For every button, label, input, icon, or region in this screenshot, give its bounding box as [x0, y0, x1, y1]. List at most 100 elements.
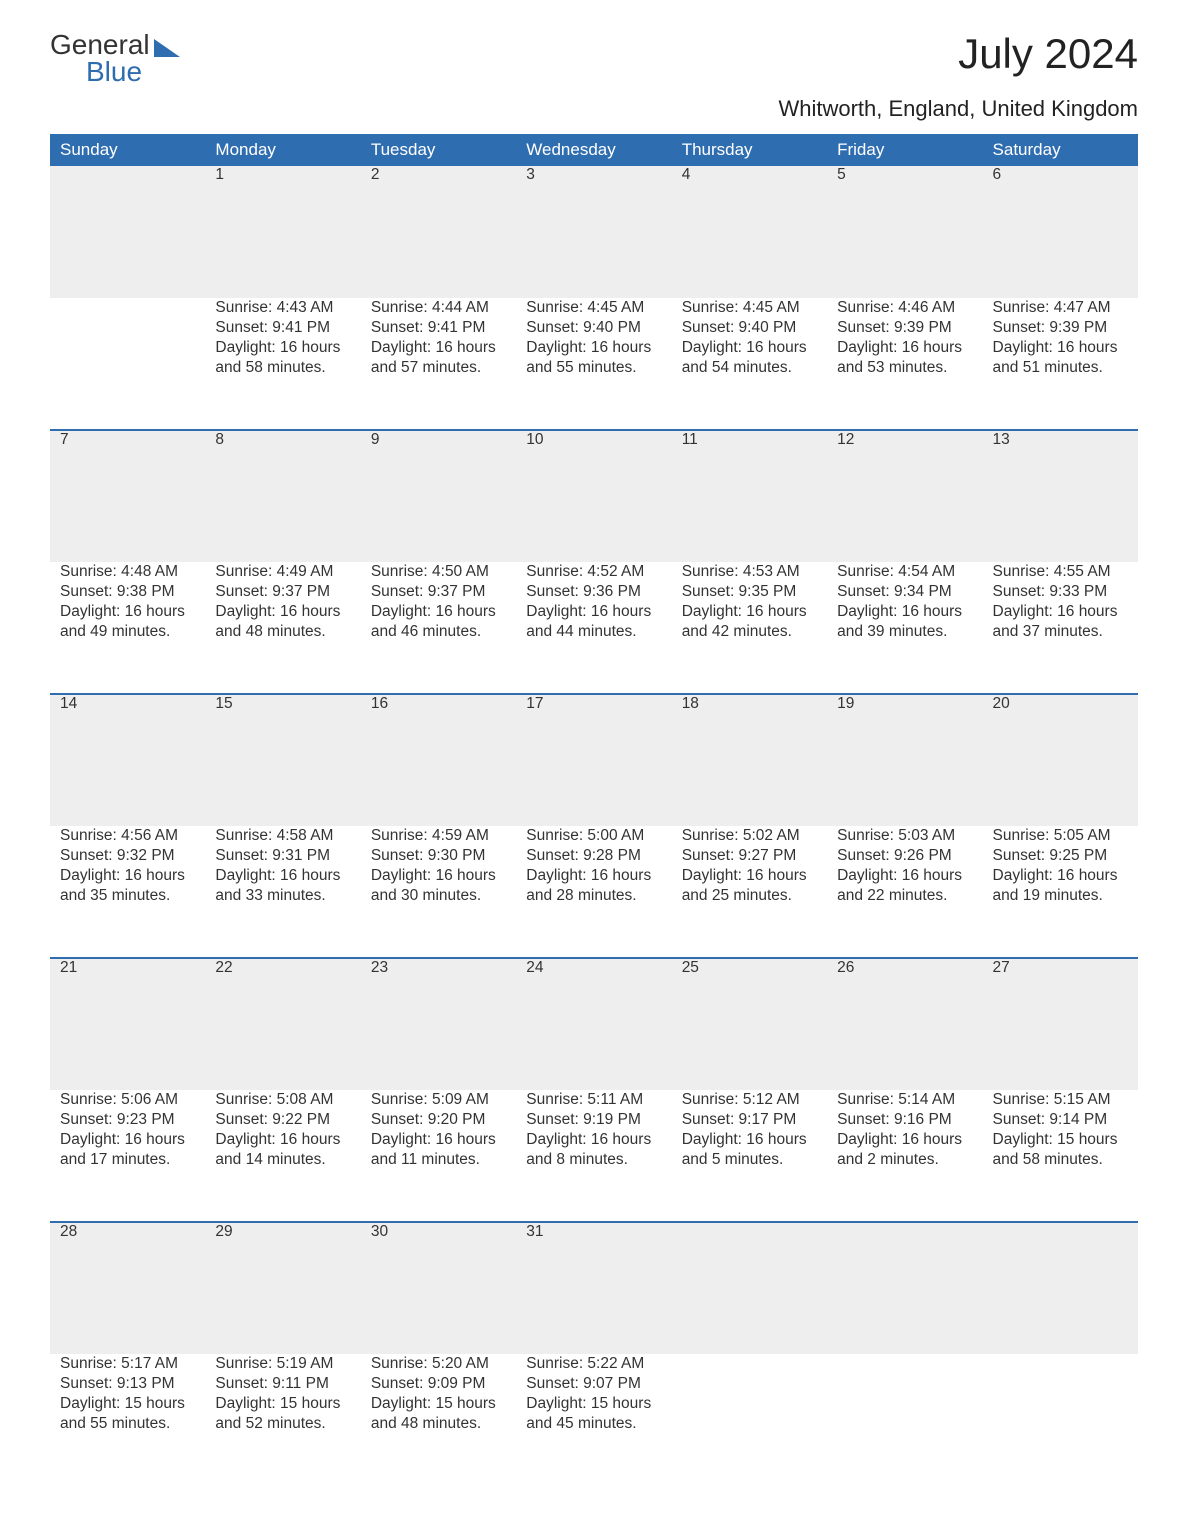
sunset-line: Sunset: 9:13 PM: [60, 1374, 195, 1394]
sunset-line: Sunset: 9:14 PM: [993, 1110, 1128, 1130]
daylight-line: Daylight: 16 hours and 30 minutes.: [371, 866, 506, 906]
daylight-line: Daylight: 15 hours and 55 minutes.: [60, 1394, 195, 1434]
daylight-line: Daylight: 16 hours and 19 minutes.: [993, 866, 1128, 906]
day-number-cell: 19: [827, 694, 982, 826]
sunrise-line: Sunrise: 5:20 AM: [371, 1354, 506, 1374]
sunset-line: Sunset: 9:39 PM: [837, 318, 972, 338]
sunrise-line: Sunrise: 5:15 AM: [993, 1090, 1128, 1110]
day-body-cell: Sunrise: 4:45 AMSunset: 9:40 PMDaylight:…: [516, 298, 671, 430]
day-number-cell: 15: [205, 694, 360, 826]
sunrise-line: Sunrise: 4:53 AM: [682, 562, 817, 582]
daylight-line: Daylight: 16 hours and 42 minutes.: [682, 602, 817, 642]
daylight-line: Daylight: 16 hours and 49 minutes.: [60, 602, 195, 642]
daylight-line: Daylight: 16 hours and 51 minutes.: [993, 338, 1128, 378]
sunrise-line: Sunrise: 5:08 AM: [215, 1090, 350, 1110]
sunrise-line: Sunrise: 4:58 AM: [215, 826, 350, 846]
week-daynum-row: 123456: [50, 166, 1138, 298]
sunset-line: Sunset: 9:41 PM: [215, 318, 350, 338]
daylight-line: Daylight: 16 hours and 37 minutes.: [993, 602, 1128, 642]
day-body-cell: Sunrise: 4:53 AMSunset: 9:35 PMDaylight:…: [672, 562, 827, 694]
sunset-line: Sunset: 9:35 PM: [682, 582, 817, 602]
day-body-cell: Sunrise: 5:06 AMSunset: 9:23 PMDaylight:…: [50, 1090, 205, 1222]
sunset-line: Sunset: 9:11 PM: [215, 1374, 350, 1394]
day-body-cell: Sunrise: 5:15 AMSunset: 9:14 PMDaylight:…: [983, 1090, 1138, 1222]
sunrise-line: Sunrise: 5:17 AM: [60, 1354, 195, 1374]
day-body-cell: Sunrise: 5:09 AMSunset: 9:20 PMDaylight:…: [361, 1090, 516, 1222]
sunset-line: Sunset: 9:34 PM: [837, 582, 972, 602]
day-number-cell: 5: [827, 166, 982, 298]
day-number-cell: 24: [516, 958, 671, 1090]
sunset-line: Sunset: 9:40 PM: [682, 318, 817, 338]
logo: General Blue: [50, 30, 180, 87]
day-body-cell: Sunrise: 5:05 AMSunset: 9:25 PMDaylight:…: [983, 826, 1138, 958]
day-body-cell: Sunrise: 5:08 AMSunset: 9:22 PMDaylight:…: [205, 1090, 360, 1222]
day-number-cell: 30: [361, 1222, 516, 1354]
logo-text-2: Blue: [50, 57, 180, 86]
day-number-cell: 13: [983, 430, 1138, 562]
day-body-cell: [672, 1354, 827, 1486]
day-body-cell: Sunrise: 4:48 AMSunset: 9:38 PMDaylight:…: [50, 562, 205, 694]
day-number-cell: [983, 1222, 1138, 1354]
sunrise-line: Sunrise: 4:55 AM: [993, 562, 1128, 582]
sunrise-line: Sunrise: 4:47 AM: [993, 298, 1128, 318]
page-subtitle: Whitworth, England, United Kingdom: [778, 96, 1138, 122]
day-body-cell: Sunrise: 5:02 AMSunset: 9:27 PMDaylight:…: [672, 826, 827, 958]
day-number-cell: 4: [672, 166, 827, 298]
day-body-cell: Sunrise: 4:56 AMSunset: 9:32 PMDaylight:…: [50, 826, 205, 958]
sunrise-line: Sunrise: 4:56 AM: [60, 826, 195, 846]
daylight-line: Daylight: 16 hours and 5 minutes.: [682, 1130, 817, 1170]
sunset-line: Sunset: 9:16 PM: [837, 1110, 972, 1130]
day-body-cell: Sunrise: 4:43 AMSunset: 9:41 PMDaylight:…: [205, 298, 360, 430]
daylight-line: Daylight: 16 hours and 53 minutes.: [837, 338, 972, 378]
sunrise-line: Sunrise: 5:14 AM: [837, 1090, 972, 1110]
day-number-cell: 18: [672, 694, 827, 826]
week-daynum-row: 21222324252627: [50, 958, 1138, 1090]
daylight-line: Daylight: 16 hours and 58 minutes.: [215, 338, 350, 378]
calendar-table: Sunday Monday Tuesday Wednesday Thursday…: [50, 134, 1138, 1486]
sunrise-line: Sunrise: 5:09 AM: [371, 1090, 506, 1110]
daylight-line: Daylight: 16 hours and 11 minutes.: [371, 1130, 506, 1170]
sunset-line: Sunset: 9:26 PM: [837, 846, 972, 866]
sunrise-line: Sunrise: 5:02 AM: [682, 826, 817, 846]
day-number-cell: 21: [50, 958, 205, 1090]
col-thursday: Thursday: [672, 134, 827, 166]
daylight-line: Daylight: 16 hours and 14 minutes.: [215, 1130, 350, 1170]
daylight-line: Daylight: 16 hours and 46 minutes.: [371, 602, 506, 642]
sunset-line: Sunset: 9:19 PM: [526, 1110, 661, 1130]
sunrise-line: Sunrise: 5:11 AM: [526, 1090, 661, 1110]
day-body-cell: Sunrise: 5:22 AMSunset: 9:07 PMDaylight:…: [516, 1354, 671, 1486]
sunrise-line: Sunrise: 4:43 AM: [215, 298, 350, 318]
col-sunday: Sunday: [50, 134, 205, 166]
daylight-line: Daylight: 16 hours and 39 minutes.: [837, 602, 972, 642]
sunset-line: Sunset: 9:41 PM: [371, 318, 506, 338]
day-body-cell: Sunrise: 4:58 AMSunset: 9:31 PMDaylight:…: [205, 826, 360, 958]
sunset-line: Sunset: 9:40 PM: [526, 318, 661, 338]
day-body-cell: [983, 1354, 1138, 1486]
week-body-row: Sunrise: 5:06 AMSunset: 9:23 PMDaylight:…: [50, 1090, 1138, 1222]
day-number-cell: 23: [361, 958, 516, 1090]
header: General Blue July 2024 Whitworth, Englan…: [50, 30, 1138, 122]
day-number-cell: 14: [50, 694, 205, 826]
sunset-line: Sunset: 9:39 PM: [993, 318, 1128, 338]
calendar-body: 123456Sunrise: 4:43 AMSunset: 9:41 PMDay…: [50, 166, 1138, 1486]
sunrise-line: Sunrise: 5:00 AM: [526, 826, 661, 846]
daylight-line: Daylight: 16 hours and 44 minutes.: [526, 602, 661, 642]
sunrise-line: Sunrise: 4:59 AM: [371, 826, 506, 846]
page-title: July 2024: [778, 30, 1138, 78]
day-body-cell: Sunrise: 5:17 AMSunset: 9:13 PMDaylight:…: [50, 1354, 205, 1486]
daylight-line: Daylight: 15 hours and 48 minutes.: [371, 1394, 506, 1434]
day-body-cell: Sunrise: 4:55 AMSunset: 9:33 PMDaylight:…: [983, 562, 1138, 694]
day-body-cell: Sunrise: 5:19 AMSunset: 9:11 PMDaylight:…: [205, 1354, 360, 1486]
day-number-cell: 10: [516, 430, 671, 562]
sunset-line: Sunset: 9:30 PM: [371, 846, 506, 866]
day-body-cell: Sunrise: 4:54 AMSunset: 9:34 PMDaylight:…: [827, 562, 982, 694]
sunset-line: Sunset: 9:27 PM: [682, 846, 817, 866]
weekday-header-row: Sunday Monday Tuesday Wednesday Thursday…: [50, 134, 1138, 166]
day-body-cell: Sunrise: 4:47 AMSunset: 9:39 PMDaylight:…: [983, 298, 1138, 430]
sunrise-line: Sunrise: 4:46 AM: [837, 298, 972, 318]
day-number-cell: [672, 1222, 827, 1354]
day-number-cell: 6: [983, 166, 1138, 298]
daylight-line: Daylight: 16 hours and 25 minutes.: [682, 866, 817, 906]
sunset-line: Sunset: 9:33 PM: [993, 582, 1128, 602]
sunrise-line: Sunrise: 4:48 AM: [60, 562, 195, 582]
